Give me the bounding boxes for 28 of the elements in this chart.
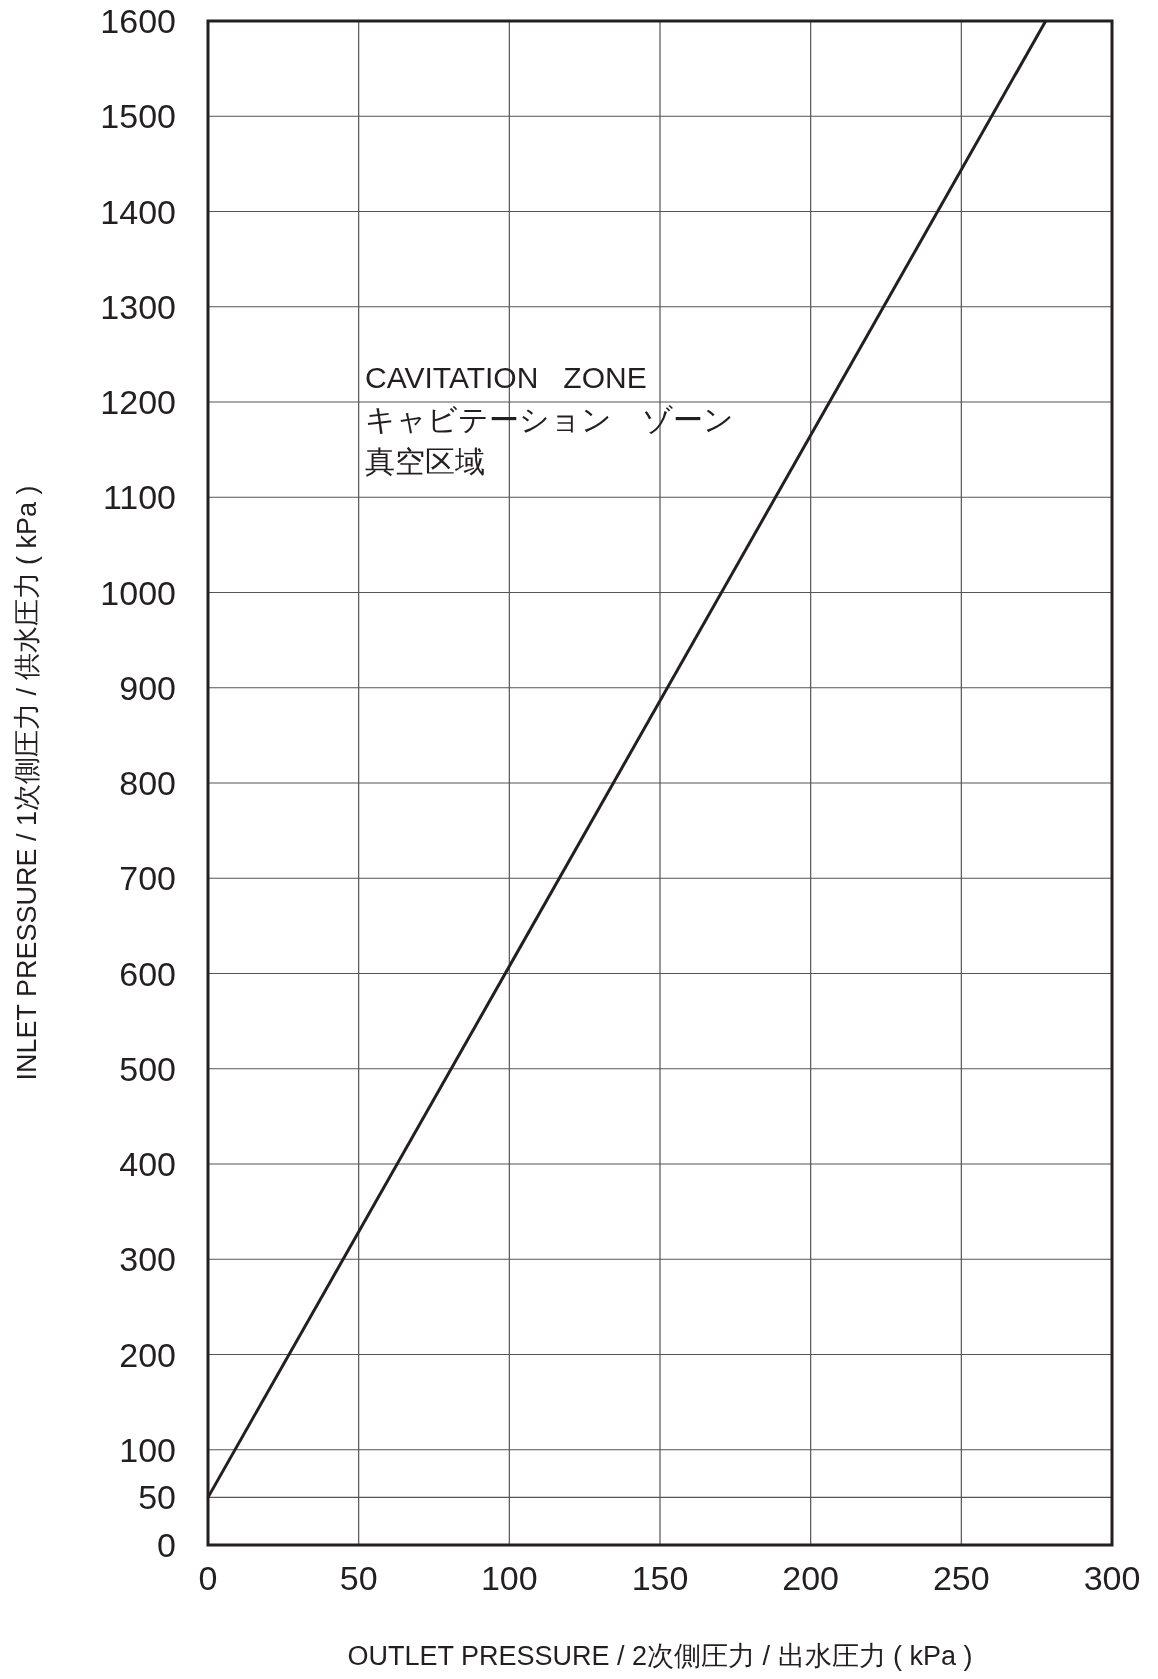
y-tick-label: 600 — [119, 954, 176, 993]
y-tick-label: 1300 — [100, 287, 176, 326]
x-tick-label: 250 — [932, 1559, 990, 1597]
x-tick-label: 0 — [198, 1559, 218, 1597]
y-tick-label: 1600 — [100, 2, 176, 40]
y-tick-label: 1000 — [100, 573, 176, 612]
x-tick-label: 50 — [339, 1559, 378, 1597]
y-axis-title: INLET PRESSURE / 1次側圧力 / 供水圧力 ( kPa ) — [12, 485, 42, 1081]
y-tick-label: 1100 — [102, 478, 176, 517]
y-tick-label: 200 — [119, 1335, 176, 1374]
x-tick-label: 300 — [1083, 1559, 1141, 1597]
x-tick-label: 200 — [782, 1559, 840, 1597]
y-tick-label: 700 — [119, 859, 176, 898]
y-tick-label: 1400 — [100, 192, 176, 231]
y-tick-label: 900 — [119, 668, 176, 707]
y-tick-label: 50 — [138, 1478, 176, 1517]
y-tick-label: 100 — [119, 1430, 176, 1469]
x-axis-title: OUTLET PRESSURE / 2次側圧力 / 出水圧力 ( kPa ) — [347, 1641, 973, 1671]
y-tick-label: 500 — [119, 1049, 176, 1088]
y-tick-label: 300 — [119, 1240, 176, 1279]
annotation: 真空区域 — [365, 445, 485, 478]
y-tick-label: 400 — [119, 1145, 176, 1183]
y-tick-label: 800 — [119, 764, 176, 802]
y-tick-label: 0 — [157, 1526, 176, 1564]
y-tick-label: 1500 — [100, 97, 176, 136]
y-tick-label: 1200 — [100, 383, 176, 421]
x-tick-label: 100 — [480, 1559, 538, 1597]
x-tick-label: 150 — [631, 1559, 689, 1597]
